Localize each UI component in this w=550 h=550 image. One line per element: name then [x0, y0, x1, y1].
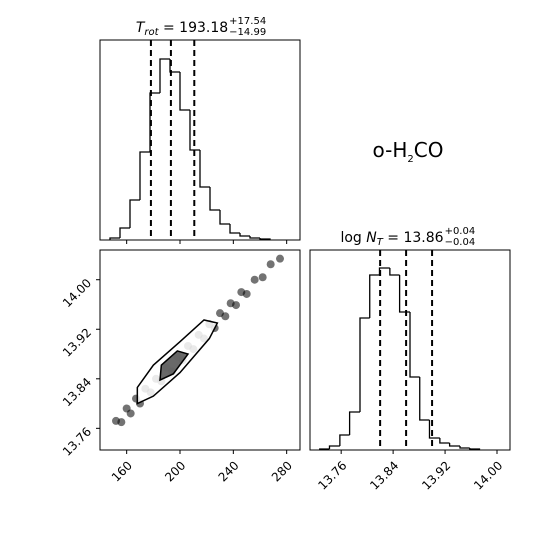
hist-bin	[398, 275, 410, 313]
hist-bin	[339, 434, 350, 446]
title-equals: =	[387, 230, 399, 246]
y-tick-label: 14.00	[60, 276, 94, 310]
scatter-point	[266, 260, 275, 269]
annotation-sub: 2	[407, 154, 413, 165]
hist-bin	[109, 237, 120, 240]
hist-bin	[319, 448, 330, 450]
axes-frame	[309, 249, 511, 451]
panel-title: Trot = 193.18	[136, 20, 228, 39]
title-equals: =	[163, 20, 175, 36]
x-tick-label: 240	[216, 458, 242, 484]
contour	[159, 350, 190, 382]
hist-bin	[259, 238, 271, 240]
hist-bin	[189, 110, 200, 151]
title-prefix: log	[340, 230, 361, 246]
hist-bin	[469, 448, 481, 450]
x-tick-label: 280	[269, 458, 295, 484]
hist-bin	[348, 411, 360, 435]
title-value: 13.86	[403, 230, 443, 246]
y-tick-label: 13.76	[60, 425, 94, 459]
annotation-text: o-H	[373, 138, 408, 162]
hist-bin	[369, 274, 380, 318]
hist-bin	[179, 72, 190, 111]
scatter-point	[232, 301, 240, 310]
hist-bin	[219, 210, 230, 225]
hist-bin	[389, 268, 400, 276]
hist-bin	[439, 438, 450, 444]
y-tick-label: 13.92	[60, 325, 94, 359]
title-value: 193.18	[179, 20, 228, 36]
hist-bin	[119, 227, 130, 238]
hist-bin	[239, 233, 250, 237]
scatter-point	[250, 275, 259, 284]
x-tick-label: 14.00	[471, 458, 505, 492]
title-upper: +0.04	[445, 226, 476, 237]
panel-title: log NT = 13.86	[340, 230, 443, 249]
title-subscript: rot	[144, 27, 159, 38]
hist-bin	[359, 317, 370, 412]
scatter-point	[258, 273, 267, 282]
scatter-point	[221, 312, 230, 321]
hist-bin	[328, 445, 340, 449]
x-tick-label: 13.92	[419, 458, 453, 492]
title-symbol: N	[366, 230, 377, 246]
hist-bin	[209, 187, 220, 211]
scatter-point	[117, 418, 126, 427]
hist-bin	[428, 420, 440, 439]
title-upper: +17.54	[229, 16, 266, 27]
axes-frame	[99, 39, 301, 241]
hist-bin	[409, 312, 420, 378]
hist-bin	[249, 236, 260, 239]
scatter-point	[276, 254, 284, 263]
hist-bin	[459, 446, 470, 449]
x-tick-label: 200	[162, 458, 188, 484]
y-tick-label: 13.84	[60, 375, 94, 409]
hist-bin	[129, 199, 140, 228]
x-tick-label: 13.84	[367, 458, 401, 492]
hist-bin	[419, 377, 430, 421]
title-symbol: T	[136, 20, 146, 36]
hist-bin	[139, 151, 150, 200]
title-lower: −14.99	[229, 27, 266, 38]
hist-bin	[448, 443, 460, 447]
hist-bin	[199, 150, 210, 188]
title-lower: −0.04	[445, 237, 476, 248]
scatter-point	[126, 409, 135, 418]
x-tick-label: 13.76	[315, 458, 349, 492]
annotation-tail: CO	[414, 138, 444, 162]
scatter-point	[242, 289, 251, 298]
axes-frame	[99, 249, 301, 451]
hist-bin	[159, 58, 170, 93]
title-subscript: T	[377, 237, 384, 248]
hist-bin	[229, 224, 240, 234]
annotation: o-H2CO	[373, 138, 444, 165]
x-tick-label: 160	[109, 458, 135, 484]
